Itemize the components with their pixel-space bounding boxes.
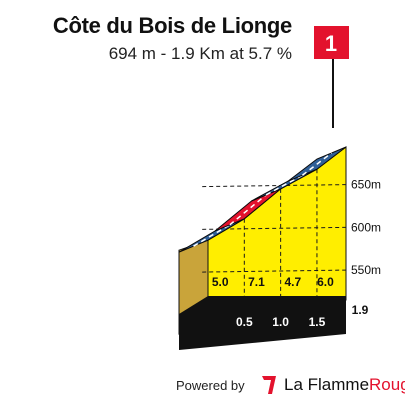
distance-tick-label: 1.9	[352, 303, 369, 317]
segment-centerline	[265, 174, 303, 196]
brand-name-part2: Rouge	[369, 375, 405, 394]
elevation-gridline	[202, 184, 347, 188]
segment-gradient-label: 6.0	[317, 275, 334, 289]
climb-subtitle: 694 m - 1.9 Km at 5.7 %	[108, 44, 292, 63]
distance-tick-label: 1.0	[272, 315, 289, 329]
la-flamme-rouge-logo-icon	[262, 376, 276, 394]
segment-gradient-label: 4.7	[284, 275, 301, 289]
elevation-gridline	[202, 269, 347, 273]
brand-name: La FlammeRouge	[284, 375, 405, 395]
finish-flag: 1	[314, 26, 349, 128]
footer: Powered by La FlammeRouge	[176, 374, 405, 398]
flag-label: 1	[325, 31, 337, 56]
elevation-tick-label: 650m	[351, 178, 381, 192]
distance-tick-label: 0.5	[236, 315, 253, 329]
elevation-tick-label: 600m	[351, 220, 381, 234]
climb-title: Côte du Bois de Lionge	[52, 13, 292, 38]
segment-gradient-label: 7.1	[248, 275, 265, 289]
elevation-tick-label: 550m	[351, 263, 381, 277]
elevation-chart: 1 550m 600m 650m 5.0 7.1 4.7 6.0 0.5 1.0 1.5 1.9	[178, 26, 381, 350]
segment-centerline	[301, 152, 332, 176]
segment-centerline	[193, 224, 231, 247]
segment-gradient-label: 5.0	[212, 275, 229, 289]
brand-name-part1: La Flamme	[284, 375, 370, 394]
powered-by-text: Powered by	[176, 378, 245, 393]
flag-banner	[314, 26, 349, 59]
profile-base	[179, 296, 346, 350]
segment-centerline	[229, 194, 267, 226]
distance-tick-label: 1.5	[309, 315, 326, 329]
